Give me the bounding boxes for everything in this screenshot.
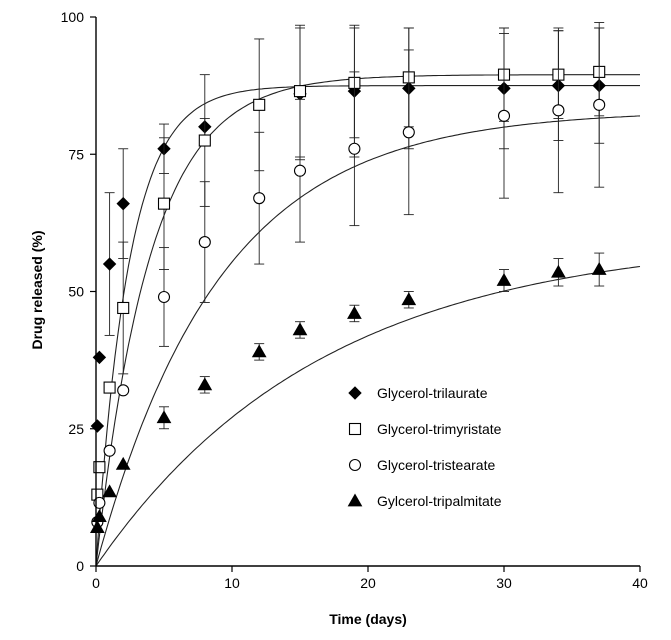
data-point bbox=[92, 509, 107, 522]
data-point bbox=[347, 305, 362, 319]
data-point bbox=[92, 350, 107, 365]
data-point bbox=[293, 85, 307, 98]
data-point bbox=[591, 262, 607, 275]
series-3 bbox=[89, 252, 641, 567]
data-point bbox=[198, 236, 211, 249]
legend-label: Gylcerol-tripalmitate bbox=[377, 493, 502, 509]
data-point bbox=[157, 290, 171, 304]
data-point bbox=[116, 196, 130, 211]
data-point bbox=[253, 192, 266, 205]
ticks: 0 10 20 30 40 0 25 50 75 100 bbox=[61, 9, 648, 591]
data-point bbox=[102, 257, 117, 271]
x-tick-label: 40 bbox=[632, 575, 648, 591]
data-point bbox=[103, 381, 116, 394]
y-tick-label: 0 bbox=[76, 558, 84, 574]
data-point bbox=[93, 461, 106, 474]
x-tick-label: 30 bbox=[496, 575, 512, 591]
legend-label: Glycerol-trilaurate bbox=[377, 385, 488, 401]
data-point bbox=[348, 142, 361, 155]
legend-marker bbox=[348, 386, 362, 400]
legend: Glycerol-trilaurate Glycerol-trimyristate… bbox=[347, 385, 502, 509]
data-point bbox=[593, 98, 606, 111]
legend-marker bbox=[347, 493, 363, 507]
data-point bbox=[89, 520, 105, 533]
x-tick-label: 10 bbox=[224, 575, 240, 591]
data-point bbox=[102, 484, 117, 498]
data-point bbox=[156, 410, 172, 424]
data-point bbox=[497, 109, 511, 122]
y-axis-title: Drug released (%) bbox=[29, 230, 45, 349]
data-point bbox=[551, 264, 566, 278]
fit-curve bbox=[95, 74, 640, 567]
y-tick-label: 100 bbox=[61, 9, 85, 25]
data-point bbox=[157, 197, 171, 210]
data-point bbox=[197, 377, 213, 391]
fit-curve bbox=[95, 265, 641, 567]
data-point bbox=[496, 273, 512, 286]
legend-marker bbox=[348, 422, 362, 436]
data-point bbox=[552, 104, 565, 117]
data-point bbox=[103, 444, 116, 457]
x-tick-label: 20 bbox=[360, 575, 376, 591]
fit-curve bbox=[95, 115, 641, 567]
data-point bbox=[251, 344, 267, 358]
y-tick-label: 25 bbox=[68, 421, 84, 437]
data-point bbox=[292, 322, 308, 336]
fit-curve bbox=[95, 85, 640, 567]
plot-area bbox=[89, 22, 641, 567]
x-axis-title: Time (days) bbox=[329, 611, 407, 627]
data-point bbox=[253, 98, 266, 111]
data-point bbox=[293, 164, 307, 177]
data-point bbox=[117, 301, 130, 315]
legend-label: Glycerol-trimyristate bbox=[377, 421, 502, 437]
data-point bbox=[90, 419, 105, 433]
data-point bbox=[117, 384, 130, 397]
legend-marker bbox=[348, 458, 362, 472]
data-point bbox=[115, 456, 131, 470]
x-tick-label: 0 bbox=[92, 575, 100, 591]
y-tick-label: 75 bbox=[68, 146, 84, 162]
y-tick-label: 50 bbox=[68, 284, 84, 300]
legend-label: Glycerol-tristearate bbox=[377, 457, 495, 473]
data-point bbox=[198, 134, 211, 147]
series-2 bbox=[91, 22, 641, 567]
data-point bbox=[401, 292, 417, 306]
data-point bbox=[402, 126, 415, 139]
